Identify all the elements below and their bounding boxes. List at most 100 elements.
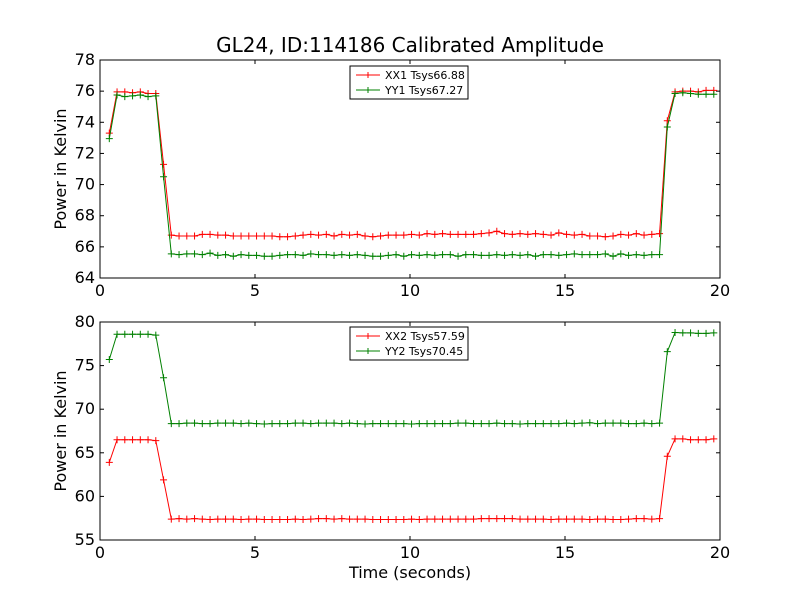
data-point-marker — [315, 515, 323, 523]
data-point-marker — [454, 515, 462, 523]
data-point-marker — [702, 436, 710, 444]
data-point-marker — [152, 331, 160, 339]
data-point-marker — [485, 229, 493, 237]
data-point-marker — [539, 251, 547, 259]
data-point-marker — [431, 515, 439, 523]
data-point-marker — [601, 250, 609, 258]
data-point-marker — [446, 230, 454, 238]
data-point-marker — [392, 251, 400, 259]
data-point-marker — [493, 251, 501, 259]
data-point-marker — [392, 231, 400, 239]
data-point-marker — [648, 515, 656, 523]
data-point-marker — [384, 231, 392, 239]
data-point-marker — [322, 419, 330, 427]
y-axis-label: Power in Kelvin — [51, 108, 70, 229]
data-point-marker — [485, 515, 493, 523]
data-point-marker — [524, 420, 532, 428]
data-point-marker — [284, 251, 292, 259]
data-point-marker — [609, 232, 617, 240]
data-point-marker — [663, 452, 671, 460]
data-point-marker — [470, 230, 478, 238]
data-point-marker — [462, 515, 470, 523]
data-point-marker — [578, 230, 586, 238]
data-point-marker — [299, 231, 307, 239]
data-point-marker — [191, 419, 199, 427]
data-point-marker — [198, 251, 206, 259]
data-point-marker — [656, 419, 664, 427]
y-tick-label: 70 — [75, 175, 95, 194]
data-point-marker — [315, 251, 323, 259]
data-point-marker — [663, 348, 671, 356]
data-point-marker — [384, 516, 392, 524]
data-point-marker — [470, 515, 478, 523]
data-point-marker — [121, 330, 129, 338]
data-point-marker — [369, 233, 377, 241]
data-point-marker — [369, 516, 377, 524]
y-tick-label: 60 — [75, 486, 95, 505]
data-point-marker — [617, 250, 625, 258]
data-point-marker — [516, 515, 524, 523]
data-point-marker — [245, 419, 253, 427]
data-point-marker — [346, 251, 354, 259]
data-point-marker — [477, 420, 485, 428]
data-point-marker — [601, 419, 609, 427]
data-point-marker — [446, 515, 454, 523]
data-point-marker — [594, 232, 602, 240]
data-point-marker — [439, 251, 447, 259]
data-point-marker — [601, 233, 609, 241]
data-point-marker — [268, 252, 276, 260]
data-point-marker — [454, 230, 462, 238]
data-point-marker — [253, 251, 261, 259]
data-point-marker — [617, 419, 625, 427]
data-point-marker — [454, 419, 462, 427]
data-point-marker — [532, 420, 540, 428]
data-point-marker — [113, 436, 121, 444]
data-point-marker — [152, 437, 160, 445]
series-1 — [105, 328, 718, 428]
data-point-marker — [222, 251, 230, 259]
data-point-marker — [369, 252, 377, 260]
data-point-marker — [229, 232, 237, 240]
data-point-marker — [586, 251, 594, 259]
data-point-marker — [547, 231, 555, 239]
chart-title: GL24, ID:114186 Calibrated Amplitude — [216, 33, 604, 57]
data-point-marker — [291, 515, 299, 523]
data-point-marker — [260, 516, 268, 524]
data-point-marker — [609, 252, 617, 260]
data-point-marker — [113, 330, 121, 338]
data-point-marker — [524, 230, 532, 238]
data-point-marker — [346, 231, 354, 239]
data-point-marker — [175, 232, 183, 240]
data-point-marker — [586, 232, 594, 240]
y-tick-label: 72 — [75, 143, 95, 162]
data-point-marker — [183, 419, 191, 427]
data-point-marker — [260, 252, 268, 260]
data-point-marker — [284, 516, 292, 524]
data-point-marker — [516, 420, 524, 428]
data-point-marker — [330, 419, 338, 427]
legend-label: XX1 Tsys66.88 — [385, 69, 465, 82]
data-point-marker — [253, 420, 261, 428]
x-tick-label: 15 — [555, 543, 575, 562]
data-point-marker — [694, 436, 702, 444]
data-point-marker — [338, 230, 346, 238]
data-point-marker — [136, 330, 144, 338]
data-point-marker — [253, 232, 261, 240]
data-point-marker — [222, 419, 230, 427]
data-point-marker — [687, 329, 695, 337]
data-point-marker — [462, 419, 470, 427]
data-point-marker — [508, 251, 516, 259]
data-point-marker — [400, 252, 408, 260]
series-0 — [105, 86, 718, 241]
data-point-marker — [532, 252, 540, 260]
data-point-marker — [299, 419, 307, 427]
x-axis-label: Time (seconds) — [348, 563, 471, 582]
data-point-marker — [121, 93, 129, 101]
data-point-marker — [167, 250, 175, 258]
data-point-marker — [415, 251, 423, 259]
data-point-marker — [477, 230, 485, 238]
data-point-marker — [191, 250, 199, 258]
data-point-marker — [578, 515, 586, 523]
data-point-marker — [532, 230, 540, 238]
data-point-marker — [508, 515, 516, 523]
